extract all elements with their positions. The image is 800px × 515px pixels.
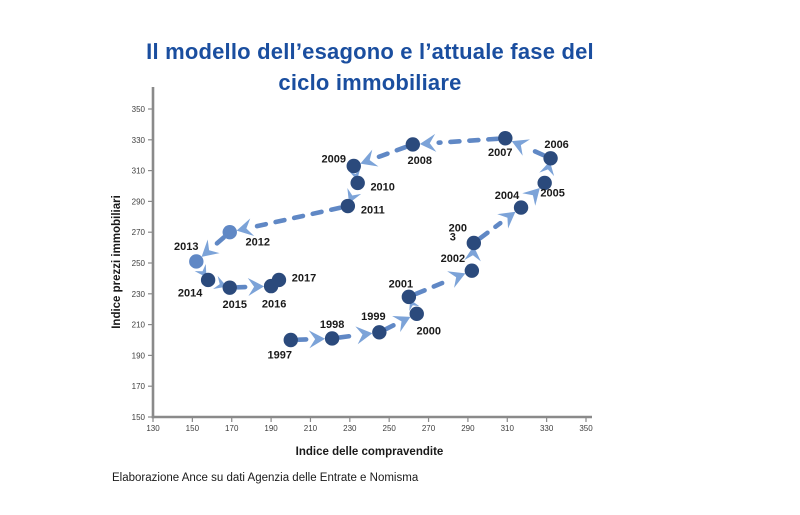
arrowhead-icon: [419, 133, 437, 152]
cycle-segment: [526, 146, 546, 158]
cycle-segment: [477, 220, 503, 241]
arrowhead-icon: [511, 139, 530, 156]
data-point: [513, 200, 529, 215]
x-axis-title: Indice delle compravendite: [295, 446, 444, 458]
page-title-line-2: ciclo immobiliare: [278, 69, 462, 95]
year-label: 2007: [488, 147, 512, 159]
data-point: [200, 272, 216, 288]
arrowhead-icon: [464, 245, 481, 262]
arrowhead-icon: [308, 330, 326, 349]
year-label: 1997: [268, 350, 292, 362]
cycle-segment: [337, 333, 356, 340]
arrowhead-icon: [236, 218, 255, 237]
year-label: 2015: [223, 299, 247, 311]
cycle-segment: [375, 144, 408, 160]
data-point: [466, 235, 482, 251]
x-tick-label: 170: [225, 424, 239, 433]
y-tick-label: 310: [132, 167, 146, 176]
arrowhead-icon: [201, 239, 220, 257]
year-label: 2011: [361, 205, 385, 217]
x-tick-label: 310: [501, 424, 515, 433]
year-label: 2012: [246, 237, 270, 249]
year-label: 2017: [292, 272, 316, 284]
data-point: [464, 263, 480, 278]
cycle-segment: [252, 205, 343, 229]
year-label: 2009: [322, 153, 346, 165]
year-label: 2013: [174, 241, 198, 253]
arrowhead-icon: [194, 264, 207, 278]
data-point: [498, 131, 513, 146]
cycle-segment: [384, 323, 396, 332]
x-tick-label: 190: [264, 424, 278, 433]
data-point: [324, 331, 340, 346]
x-tick-label: 350: [579, 424, 593, 433]
x-tick-label: 130: [146, 424, 160, 433]
x-tick-label: 150: [186, 424, 200, 433]
page-title: Il modello dell’esagono e l’attuale fase…: [0, 36, 740, 98]
year-label: 1999: [361, 311, 385, 323]
data-point: [537, 175, 552, 191]
data-point: [222, 225, 237, 240]
arrowhead-icon: [447, 271, 466, 288]
y-tick-label: 170: [132, 382, 146, 391]
year-label: 2008: [408, 155, 432, 167]
data-point: [271, 272, 287, 288]
y-tick-label: 230: [132, 290, 146, 299]
arrowhead-icon: [247, 277, 265, 296]
data-point: [405, 137, 420, 152]
year-label: 2016: [262, 299, 286, 311]
cycle-segment: [413, 278, 451, 297]
data-point: [401, 289, 417, 305]
data-point: [543, 151, 558, 166]
year-label: 2002: [441, 253, 465, 265]
x-tick-label: 250: [383, 424, 397, 433]
x-tick-label: 290: [461, 424, 475, 433]
arrowhead-icon: [522, 187, 540, 206]
arrowhead-icon: [392, 315, 411, 333]
y-tick-label: 150: [132, 413, 146, 422]
y-tick-label: 210: [132, 321, 146, 330]
year-label: 2005: [540, 187, 564, 199]
data-point: [409, 306, 424, 322]
cycle-segment: [436, 136, 500, 145]
data-point: [340, 198, 356, 214]
year-label: 200: [449, 222, 467, 234]
year-label: 1998: [320, 319, 344, 331]
arrowhead-icon: [497, 211, 516, 229]
arrowhead-icon: [355, 326, 373, 345]
year-label: 2001: [389, 278, 413, 290]
data-point: [346, 158, 361, 174]
arrowhead-icon: [347, 187, 362, 204]
year-label: 2010: [370, 181, 394, 193]
data-point: [350, 175, 365, 191]
year-label: 2004: [495, 190, 520, 202]
year-label: 2000: [416, 325, 440, 337]
arrowhead-icon: [360, 149, 379, 167]
x-tick-label: 330: [540, 424, 554, 433]
y-tick-label: 270: [132, 228, 146, 237]
source-note: Elaborazione Ance su dati Agenzia delle …: [112, 472, 419, 484]
y-tick-label: 190: [132, 351, 146, 360]
data-point: [283, 332, 298, 348]
y-tick-label: 250: [132, 259, 146, 268]
data-point: [372, 325, 387, 340]
page-title-line-1: Il modello dell’esagono e l’attuale fase…: [146, 38, 594, 64]
year-label: 2006: [544, 139, 568, 151]
y-tick-label: 290: [132, 197, 146, 206]
x-tick-label: 270: [422, 424, 436, 433]
data-point: [189, 254, 204, 269]
year-label: 2014: [178, 287, 203, 299]
data-point: [222, 280, 237, 295]
year-label: 3: [450, 231, 456, 243]
y-tick-label: 330: [132, 136, 146, 145]
y-tick-label: 350: [132, 105, 146, 114]
x-tick-label: 210: [304, 424, 318, 433]
x-tick-label: 230: [343, 424, 357, 433]
cycle-segment: [213, 235, 227, 247]
